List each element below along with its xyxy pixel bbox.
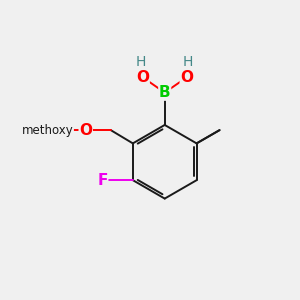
Text: O: O bbox=[136, 70, 149, 85]
Text: H: H bbox=[183, 55, 194, 69]
Text: O: O bbox=[79, 123, 92, 138]
Text: F: F bbox=[97, 173, 108, 188]
Text: O: O bbox=[180, 70, 193, 85]
Text: H: H bbox=[136, 55, 146, 69]
Text: methoxy: methoxy bbox=[22, 124, 73, 136]
Text: B: B bbox=[159, 85, 170, 100]
